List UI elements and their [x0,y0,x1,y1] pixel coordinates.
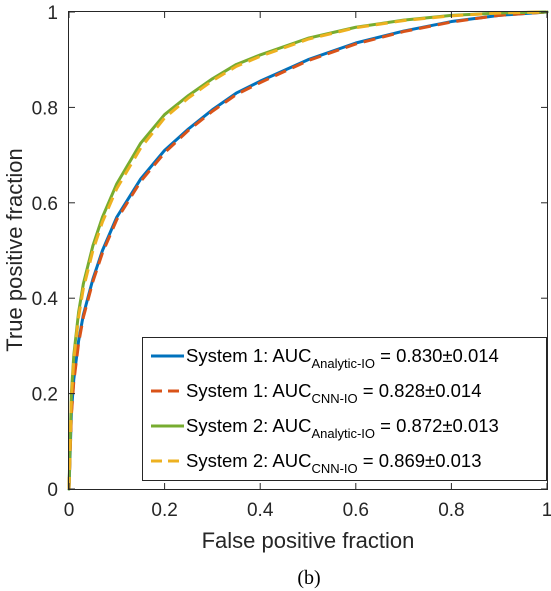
y-tick-label: 0 [47,480,58,501]
y-tick-label: 1 [47,3,58,24]
plot-area-frame [68,11,548,490]
y-tick-label: 0.6 [32,194,58,215]
y-tick-label: 0.2 [32,385,58,406]
figure-caption: (b) [297,567,320,589]
x-tick-label: 0.2 [151,500,177,521]
y-axis-label: True positive fraction [2,148,27,351]
legend: System 1: AUCAnalytic-IO = 0.830±0.014 Sy… [142,337,547,481]
legend-label-2: System 1: AUCCNN-IO = 0.828±0.014 [186,380,481,406]
x-tick-label: 0.4 [247,500,274,521]
x-tick-label: 1 [542,500,551,521]
legend-label-4: System 2: AUCCNN-IO = 0.869±0.013 [186,450,481,476]
legend-box [142,337,547,481]
x-tick-label: 0 [64,500,75,521]
x-axis-label: False positive fraction [202,528,415,553]
legend-label-3: System 2: AUCAnalytic-IO = 0.872±0.013 [186,415,499,441]
series-layer [67,10,549,491]
legend-label-1: System 1: AUCAnalytic-IO = 0.830±0.014 [186,345,499,371]
series-line-4 [67,10,548,490]
x-tick-label: 0.8 [438,500,464,521]
tick-layer: 0 0.2 0.4 0.6 0.8 1 0 0.2 0.4 0.6 0.8 1 [32,3,551,521]
y-tick-label: 0.4 [32,289,59,310]
x-tick-label: 0.6 [343,500,369,521]
y-tick-label: 0.8 [32,98,58,119]
